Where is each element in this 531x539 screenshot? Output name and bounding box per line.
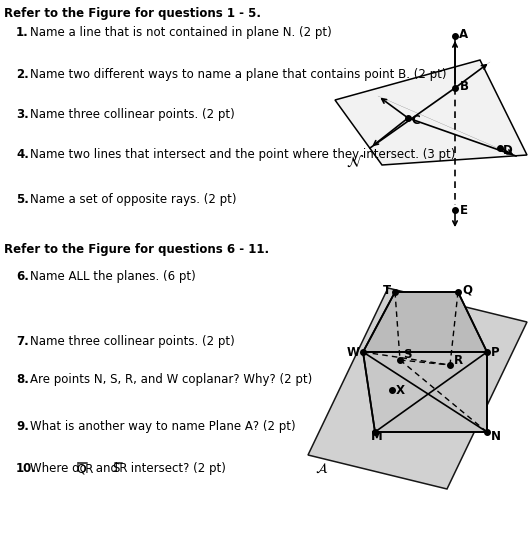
Polygon shape <box>363 352 487 432</box>
Polygon shape <box>308 288 527 489</box>
Text: SR: SR <box>112 462 127 475</box>
Text: Name a line that is not contained in plane N. (2 pt): Name a line that is not contained in pla… <box>30 26 332 39</box>
Text: Name three collinear points. (2 pt): Name three collinear points. (2 pt) <box>30 108 235 121</box>
Text: P: P <box>491 345 500 358</box>
Text: Name two different ways to name a plane that contains point B. (2 pt): Name two different ways to name a plane … <box>30 68 447 81</box>
Text: $\mathcal{N}$: $\mathcal{N}$ <box>346 155 364 170</box>
Text: 6.: 6. <box>16 270 29 283</box>
Text: 10.: 10. <box>16 462 37 475</box>
Text: Name a set of opposite rays. (2 pt): Name a set of opposite rays. (2 pt) <box>30 193 236 206</box>
Polygon shape <box>335 60 527 165</box>
Text: Name three collinear points. (2 pt): Name three collinear points. (2 pt) <box>30 335 235 348</box>
Polygon shape <box>363 292 487 352</box>
Text: Refer to the Figure for questions 1 - 5.: Refer to the Figure for questions 1 - 5. <box>4 7 261 20</box>
Text: Name two lines that intersect and the point where they intersect. (3 pt): Name two lines that intersect and the po… <box>30 148 456 161</box>
Text: Refer to the Figure for questions 6 - 11.: Refer to the Figure for questions 6 - 11… <box>4 243 269 256</box>
Text: 5.: 5. <box>16 193 29 206</box>
Text: 1.: 1. <box>16 26 29 39</box>
Text: D: D <box>503 143 513 156</box>
Text: B: B <box>460 79 469 93</box>
Text: QR: QR <box>76 462 93 475</box>
Text: 7.: 7. <box>16 335 29 348</box>
Text: $\mathcal{A}$: $\mathcal{A}$ <box>315 462 328 476</box>
Text: What is another way to name Plane A? (2 pt): What is another way to name Plane A? (2 … <box>30 420 296 433</box>
Text: Name ALL the planes. (6 pt): Name ALL the planes. (6 pt) <box>30 270 196 283</box>
Text: 2.: 2. <box>16 68 29 81</box>
Text: Where do: Where do <box>30 462 90 475</box>
Text: M: M <box>371 431 383 444</box>
Text: S: S <box>403 349 412 362</box>
Text: C: C <box>411 114 419 128</box>
Text: X: X <box>396 384 405 397</box>
Text: intersect? (2 pt): intersect? (2 pt) <box>127 462 226 475</box>
Text: W: W <box>347 345 360 358</box>
Text: N: N <box>491 430 501 443</box>
Text: 9.: 9. <box>16 420 29 433</box>
Text: 8.: 8. <box>16 373 29 386</box>
Text: A: A <box>459 29 468 42</box>
Text: and: and <box>92 462 122 475</box>
Text: Q: Q <box>462 284 472 296</box>
Text: E: E <box>460 204 468 217</box>
Text: R: R <box>454 355 463 368</box>
Text: T: T <box>383 284 391 296</box>
Text: Are points N, S, R, and W coplanar? Why? (2 pt): Are points N, S, R, and W coplanar? Why?… <box>30 373 312 386</box>
Text: 3.: 3. <box>16 108 29 121</box>
Text: 4.: 4. <box>16 148 29 161</box>
